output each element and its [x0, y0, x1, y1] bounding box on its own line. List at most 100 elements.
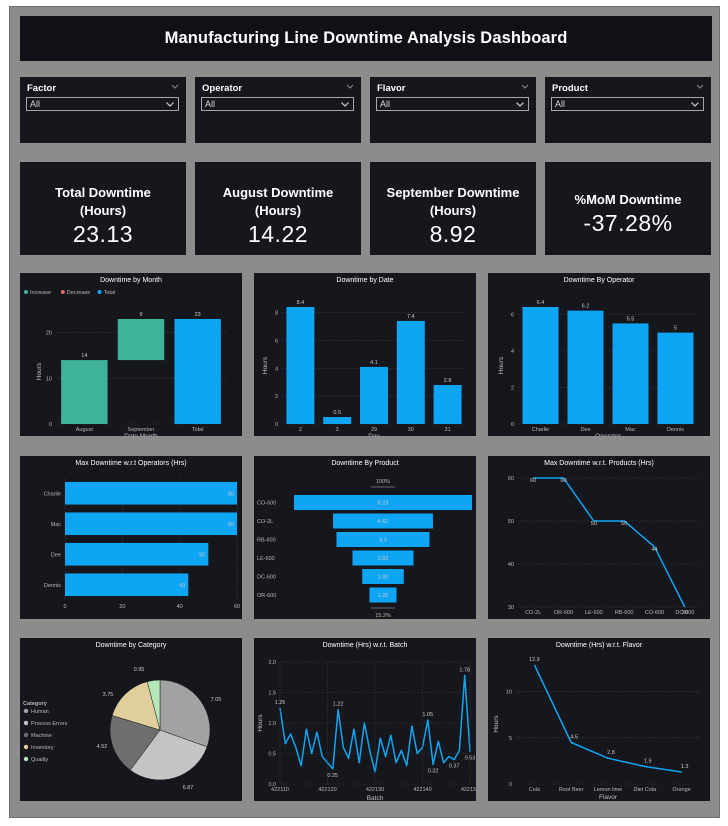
y-tick-label: 5	[509, 736, 512, 742]
factor-dropdown[interactable]: All	[26, 97, 179, 111]
slicer-factor: Factor All	[20, 77, 186, 143]
data-label: 1.22	[333, 702, 344, 708]
legend-label: Quality	[31, 757, 48, 763]
legend-marker	[60, 290, 65, 294]
data-label: 0.5	[333, 410, 341, 416]
pie-slice	[159, 679, 211, 748]
chevron-down-icon	[341, 102, 349, 107]
data-label: 0.95	[134, 667, 145, 673]
x-tick-label: 31	[445, 427, 451, 433]
data-label: 5	[674, 326, 677, 332]
chart-max-downtime-operators: Max Downtime w.r.t Operators (Hrs) 0 20 40 6…	[20, 456, 242, 619]
y-tick-label: LE-600	[257, 556, 275, 562]
bar	[286, 307, 315, 424]
legend-marker	[24, 290, 28, 294]
kpi-value: 14.22	[247, 221, 309, 247]
y-tick-label: 0	[511, 422, 514, 428]
chevron-down-icon[interactable]	[170, 82, 180, 92]
y-tick-label: 1.0	[268, 721, 276, 727]
x-tick-label: Diet Cola	[633, 787, 657, 793]
chart-downtime-by-flavor: Downtime (Hrs) w.r.t. Flavor 0 5 10 12.9 Cola…	[488, 638, 710, 801]
data-label: 60	[228, 522, 234, 528]
bar	[117, 319, 165, 361]
y-axis-title: Hours	[257, 714, 264, 732]
data-label: 1.3	[681, 764, 689, 770]
dashboard-header: Manufacturing Line Downtime Analysis Das…	[20, 16, 712, 61]
x-tick-label: 3	[336, 427, 339, 433]
data-label: 23	[195, 312, 201, 318]
bar	[567, 310, 604, 424]
dropdown-value: All	[380, 99, 391, 109]
kpi-value: -37.28%	[583, 210, 673, 236]
flavor-dropdown[interactable]: All	[376, 97, 529, 111]
chevron-down-icon	[691, 102, 699, 107]
data-label: 4.62	[378, 519, 389, 525]
x-tick-label: 422110	[271, 787, 289, 793]
data-label: 50	[591, 521, 597, 527]
product-dropdown[interactable]: All	[551, 97, 704, 111]
x-tick-label: 20	[119, 604, 125, 610]
x-tick-label: 422120	[318, 787, 336, 793]
x-tick-label: Mac	[625, 427, 636, 433]
slicer-label: Factor	[27, 83, 57, 94]
y-tick-label: 60	[508, 476, 514, 482]
funnel-bar	[352, 550, 414, 566]
funnel-bottom-label: 15.2%	[375, 613, 391, 619]
data-label: 43	[179, 583, 185, 589]
chevron-down-icon[interactable]	[695, 82, 705, 92]
dropdown-value: All	[555, 99, 566, 109]
slicer-label: Product	[552, 83, 588, 94]
x-tick-label: DC-600	[675, 610, 694, 616]
data-label: 4.1	[370, 360, 378, 366]
y-tick-label: CO-600	[257, 501, 276, 507]
y-tick-label: 10	[506, 690, 512, 696]
y-tick-label: 8	[275, 311, 278, 317]
kpi-title: August Downtime (Hours)	[222, 185, 334, 218]
y-tick-label: 6	[511, 312, 514, 318]
operator-dropdown[interactable]: All	[201, 97, 354, 111]
data-label: 60	[560, 478, 566, 484]
y-tick-label: 2.0	[268, 660, 276, 666]
x-tick-label: Dee	[580, 427, 590, 433]
category-chart-svg: Downtime by Category 7.05 6.87 4.52 3.75 0.95…	[23, 642, 222, 791]
funnel-bar	[333, 513, 433, 529]
x-axis-title: Date Month	[124, 433, 158, 436]
x-axis-title: Batch	[367, 795, 384, 801]
bar	[396, 320, 425, 424]
x-tick-label: 29	[371, 427, 377, 433]
data-label: 1.92	[378, 575, 389, 581]
y-tick-label: 0.5	[268, 752, 276, 758]
bar	[522, 307, 559, 424]
funnel-bar	[362, 569, 404, 584]
funnel-bar	[369, 587, 397, 603]
y-axis-title: Hours	[493, 715, 500, 733]
legend-label: Process Errors	[31, 721, 68, 727]
y-tick-label: Mac	[51, 522, 62, 528]
y-tick-label: Dennis	[44, 583, 61, 589]
data-label: 44	[651, 547, 657, 553]
legend-label: Decrease	[67, 290, 91, 296]
chevron-down-icon[interactable]	[520, 82, 530, 92]
data-label: 2.8	[444, 378, 452, 384]
data-label: 7.05	[211, 697, 222, 703]
series-line	[279, 674, 471, 773]
y-axis-title: Hours	[262, 356, 269, 374]
chart-title: Downtime (Hrs) w.r.t. Flavor	[556, 642, 643, 649]
slicer-operator: Operator All	[195, 77, 361, 143]
x-axis-title: Operator	[595, 433, 621, 436]
y-tick-label: 0	[49, 422, 52, 428]
y-tick-label: 30	[508, 605, 514, 611]
kpi-august-downtime: August Downtime (Hours) 14.22	[195, 162, 361, 255]
legend-marker	[23, 744, 29, 750]
data-label: 6.2	[582, 304, 590, 310]
legend-marker	[23, 708, 29, 714]
bar	[360, 366, 388, 424]
chart-downtime-by-operator: Downtime By Operator 0 2 4 6 6.4 Charlie 6.2 Dee…	[488, 273, 710, 436]
bar	[323, 417, 352, 424]
kpi-title: %MoM Downtime	[574, 192, 682, 207]
chart-downtime-by-date: Downtime by Date 0 2 4 6 8 8.4 2 0.5 3 4.1 29 7.4 30 2…	[254, 273, 476, 436]
chart-title: Downtime by Category	[96, 642, 167, 649]
chevron-down-icon[interactable]	[345, 82, 355, 92]
chart-title: Max Downtime w.r.t. Products (Hrs)	[544, 460, 654, 467]
month-chart-svg: Downtime by Month 0 10 20 14 August 9 September…	[24, 277, 226, 436]
